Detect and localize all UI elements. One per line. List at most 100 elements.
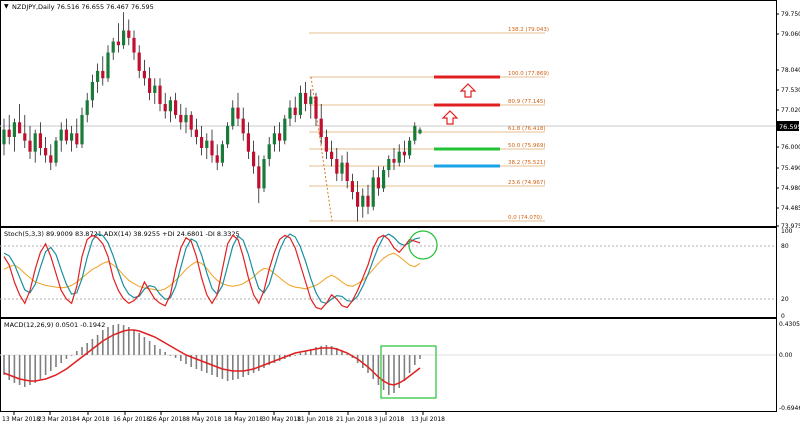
macd-hist-bar	[221, 355, 224, 379]
macd-hist-bar	[190, 355, 192, 367]
macd-hist-bar	[44, 355, 47, 375]
macd-hist-bar	[336, 348, 338, 355]
up-arrow-icon	[459, 83, 477, 98]
time-label: 16 Apr 2018	[113, 416, 150, 423]
macd-hist-bar	[138, 333, 140, 355]
candle-body	[252, 151, 256, 167]
candle-body	[397, 151, 401, 163]
candle-body	[392, 159, 396, 163]
candle-body	[330, 151, 334, 160]
fibonacci-retracement[interactable]: 138.2 (79.043) 100.0 (77.869) 80.9 (77.145…	[309, 27, 549, 222]
candle-body	[174, 100, 178, 115]
fib-level-label: 138.2 (79.043)	[508, 27, 549, 33]
candle-body	[220, 144, 224, 163]
macd-axis-label: 0.00	[779, 352, 793, 359]
macd-hist-bar	[122, 325, 125, 355]
macd-hist-bar	[268, 355, 270, 365]
candle-body	[304, 92, 308, 104]
time-label: 8 May 2018	[186, 416, 221, 423]
macd-axis: 0.4305 0.00 -0.6946	[779, 321, 800, 412]
price-label: 75.490	[781, 165, 800, 172]
price-label: 74.485	[781, 205, 800, 212]
candle-body	[241, 118, 245, 134]
stoch-header: Stoch(5,3,3) 89.9009 83.8721 ADX(14) 38.…	[4, 230, 240, 238]
candle-body	[408, 140, 412, 156]
candle-body	[293, 107, 297, 115]
collapse-arrow-icon[interactable]: ▼	[4, 3, 9, 10]
candle-body	[200, 136, 204, 148]
macd-hist-bar	[247, 355, 250, 375]
macd-hist-bar	[419, 355, 421, 359]
fib-level-label: 80.9 (77.145)	[508, 99, 546, 105]
candle-body	[215, 155, 219, 163]
fib-level-label: 23.6 (74.967)	[508, 180, 546, 186]
macd-axis-label: -0.6946	[779, 405, 800, 412]
candle-body	[257, 166, 261, 189]
candle-body	[298, 92, 302, 115]
candle-body	[246, 133, 250, 152]
candle-body	[376, 177, 380, 189]
macd-hist-bar	[128, 327, 130, 355]
candle-body	[59, 129, 63, 141]
price-label: 76.000	[781, 144, 800, 151]
macd-hist-bar	[325, 345, 328, 355]
macd-hist-bar	[185, 355, 187, 364]
candle-body	[314, 96, 318, 119]
candle-body	[231, 107, 235, 126]
candle-body	[18, 122, 22, 134]
candle-body	[111, 41, 115, 53]
fib-level-label: 38.2 (75.521)	[508, 160, 546, 166]
time-label: 18 May 2018	[224, 416, 263, 423]
candle-body	[236, 107, 240, 119]
price-axis: 79.750 79.060 78.040 77.530 77.020 76.000 75.4…	[776, 11, 800, 230]
macd-hist-bar	[289, 355, 291, 357]
macd-hist-bar	[3, 355, 5, 375]
macd-hist-bar	[24, 355, 26, 387]
candle-body	[101, 70, 105, 79]
macd-hist-bar	[133, 330, 135, 355]
macd-hist-bar	[60, 355, 62, 363]
macd-highlight-box[interactable]	[380, 345, 437, 399]
stoch-highlight-circle[interactable]	[408, 230, 438, 260]
candle-body	[80, 114, 84, 145]
stoch-axis-label: 80	[781, 243, 789, 250]
current-price-badge	[777, 121, 799, 131]
macd-hist-bar	[174, 355, 177, 358]
candle-body	[179, 114, 183, 123]
macd-hist-bar	[310, 349, 312, 355]
candle-body	[402, 151, 406, 156]
candle-body	[361, 195, 365, 207]
candle-body	[127, 30, 131, 38]
macd-hist-bar	[315, 347, 317, 355]
candle-body	[64, 129, 68, 141]
time-label: 23 Mar 2018	[38, 416, 76, 423]
candle-body	[106, 52, 110, 79]
macd-hist-bar	[414, 355, 416, 365]
candle-body	[7, 129, 11, 137]
macd-hist-bar	[81, 347, 83, 355]
candle-body	[2, 129, 6, 145]
macd-hist-bar	[143, 337, 146, 355]
price-label: 78.040	[781, 67, 800, 74]
macd-hist-bar	[216, 355, 218, 377]
macd-hist-bar	[258, 355, 260, 371]
macd-hist-bar	[403, 355, 406, 381]
macd-hist-bar	[39, 355, 42, 379]
candle-body	[324, 136, 328, 152]
stoch-axis-label: 0	[781, 313, 785, 320]
macd-histogram	[3, 324, 421, 395]
macd-hist-bar	[112, 325, 114, 355]
candle-body	[116, 41, 120, 46]
macd-hist-bar	[278, 355, 281, 361]
candle-body	[44, 147, 48, 156]
candle-body	[28, 140, 32, 152]
macd-hist-bar	[330, 346, 333, 355]
macd-hist-bar	[76, 351, 78, 355]
candle-body	[75, 133, 79, 145]
candle-body	[288, 107, 292, 119]
macd-hist-bar	[34, 355, 36, 383]
candle-body	[33, 133, 37, 152]
time-label: 21 Jun 2018	[336, 416, 372, 423]
candle-body	[382, 170, 386, 189]
